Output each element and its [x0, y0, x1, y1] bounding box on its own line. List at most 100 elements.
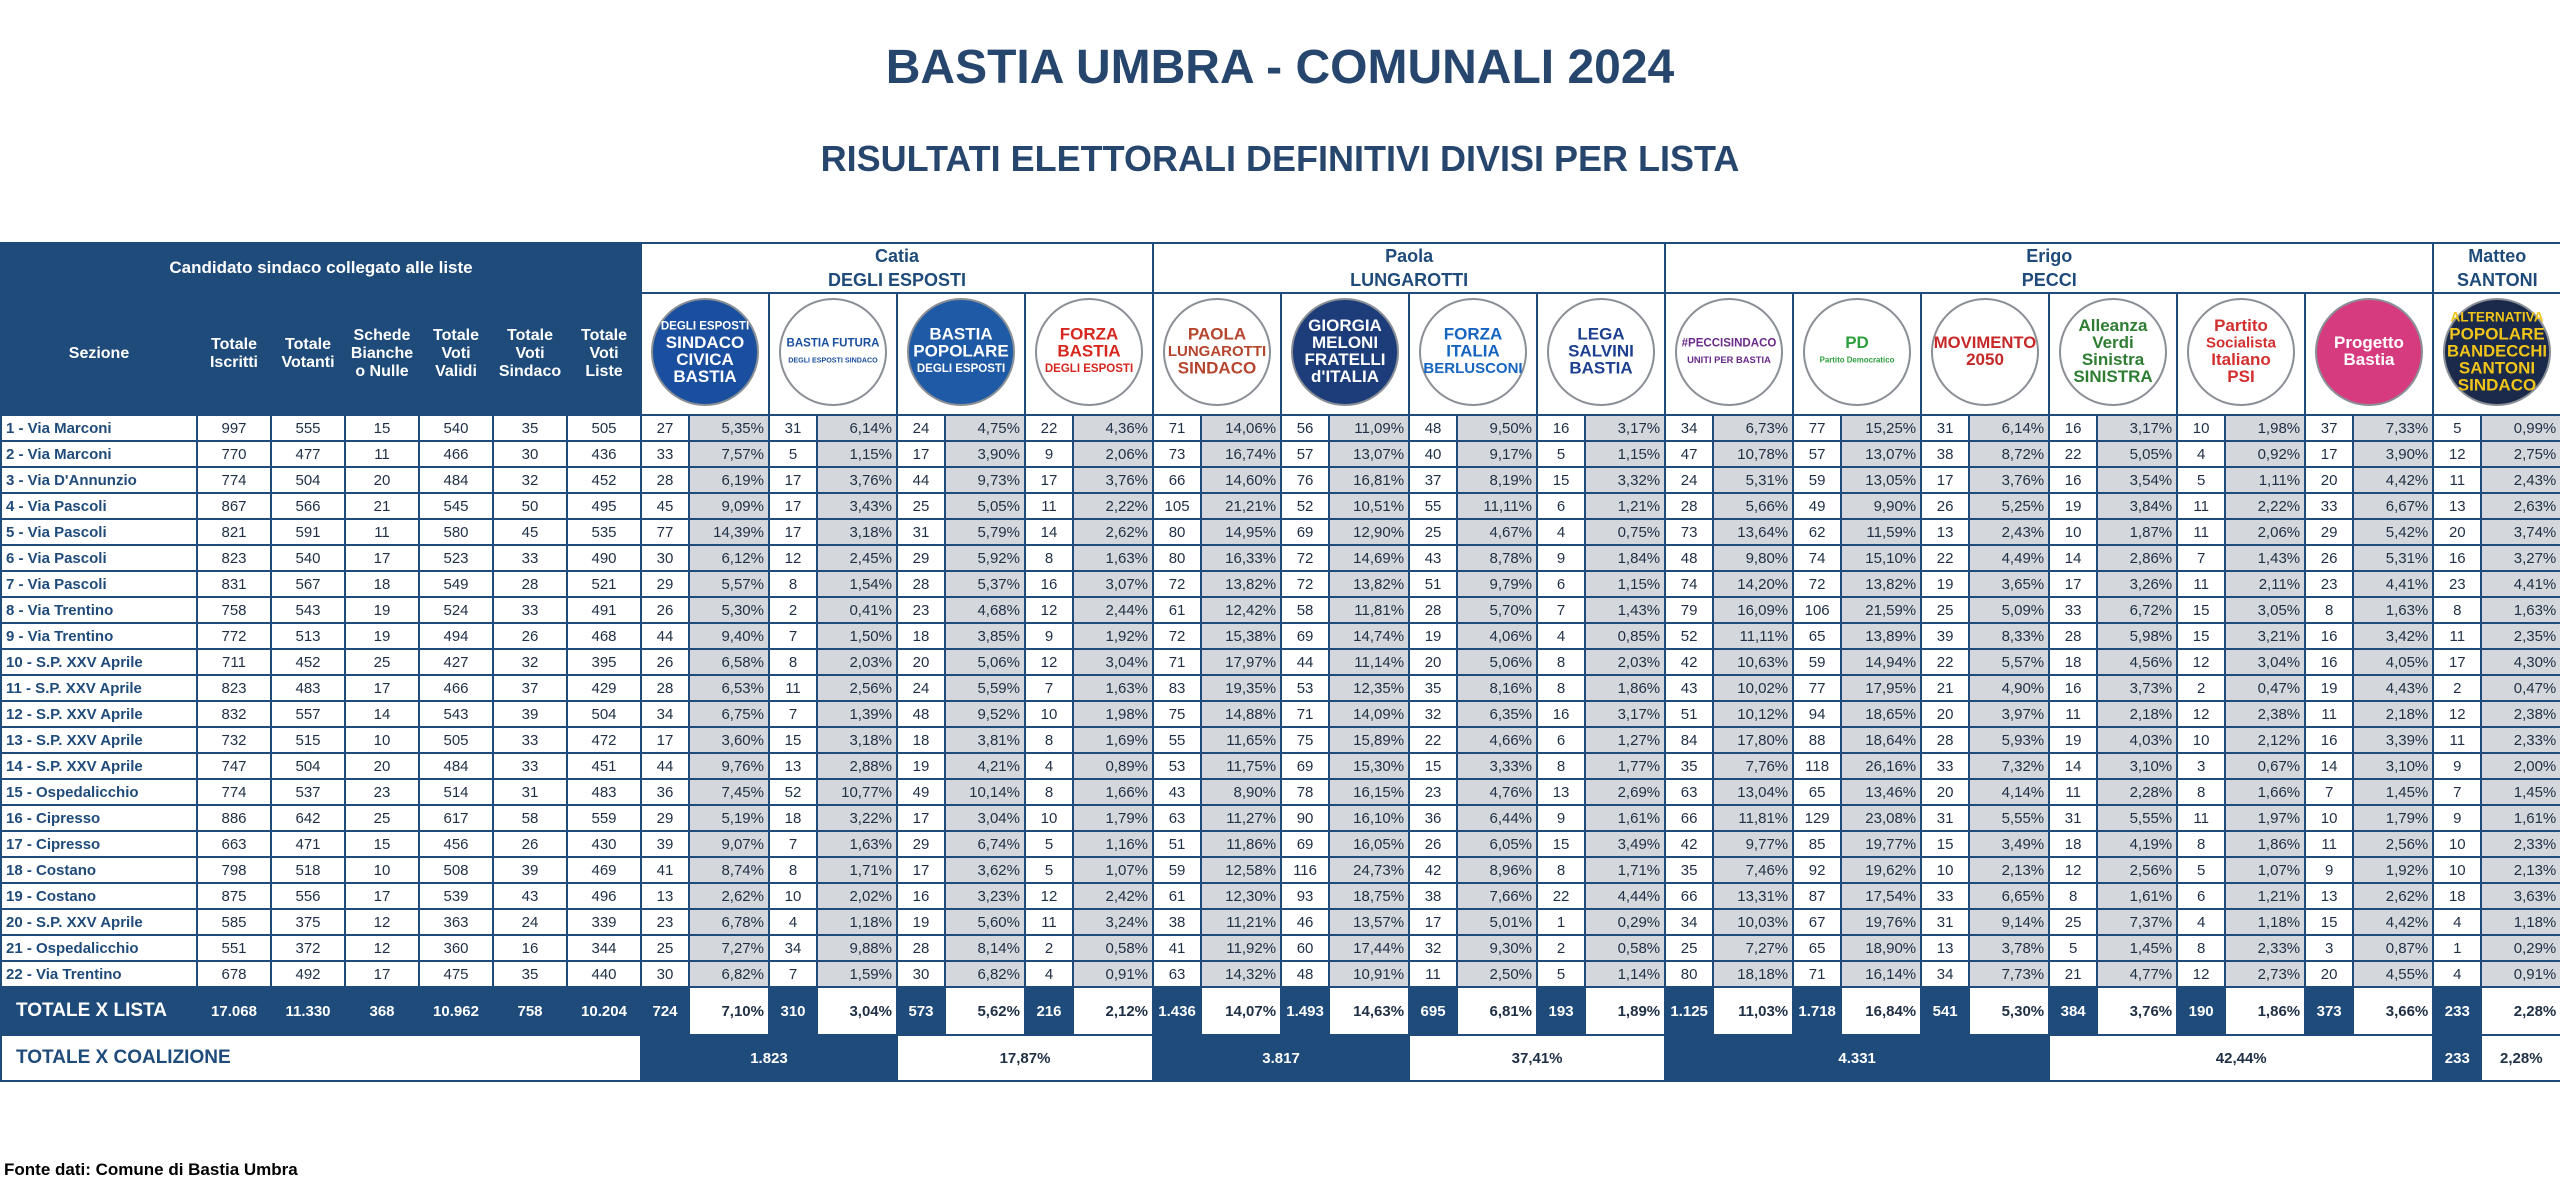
cell: 5	[1536, 440, 1587, 468]
list-logo-cell: DEGLI ESPOSTI SINDACO CIVICA BASTIA	[640, 292, 770, 416]
cell: 11	[2432, 726, 2483, 754]
cell: 2,50%	[1456, 960, 1539, 988]
cell: 1,07%	[1071, 856, 1155, 884]
cell: 505	[418, 726, 494, 754]
cell: 3,63%	[2480, 882, 2560, 910]
cell: 23	[640, 908, 690, 936]
cell: 5,59%	[944, 674, 1026, 702]
cell: 216	[1024, 986, 1074, 1036]
logo-text: Bastia	[2344, 350, 2396, 369]
cell: 518	[270, 856, 346, 884]
cell: 66	[1664, 804, 1715, 832]
cell: 33	[2304, 492, 2355, 520]
cell: 16,74%	[1200, 440, 1283, 468]
cell: 2,12%	[1071, 986, 1155, 1036]
cell: 17,80%	[1712, 726, 1795, 754]
logo-text: ALTERNATIVA	[2451, 310, 2544, 325]
cell: 12,42%	[1200, 596, 1283, 624]
cell: 2,43%	[1968, 518, 2051, 546]
row-label: 10 - S.P. XXV Aprile	[0, 648, 198, 676]
cell: 17	[896, 804, 946, 832]
cell: 4,06%	[1456, 622, 1539, 650]
cell: 5	[2048, 934, 2099, 962]
cell: 19,35%	[1200, 674, 1283, 702]
cell: 2,03%	[1584, 648, 1667, 676]
column-header: Totale Votanti	[270, 292, 346, 416]
cell: 1,50%	[816, 622, 898, 650]
cell: 9,79%	[1456, 570, 1539, 598]
cell: 20	[2304, 466, 2355, 494]
cell: 11,86%	[1200, 830, 1283, 858]
cell: 14,94%	[1840, 648, 1923, 676]
cell: 774	[196, 466, 272, 494]
cell: 3	[2304, 934, 2355, 962]
cell: 1,18%	[816, 908, 898, 936]
cell: 2,18%	[2096, 700, 2179, 728]
cell: 823	[196, 544, 272, 572]
row-label: 1 - Via Marconi	[0, 414, 198, 442]
cell: 541	[1920, 986, 1971, 1036]
cell: 539	[418, 882, 494, 910]
logo-text: FORZA	[1444, 324, 1503, 343]
cell: 44	[640, 752, 690, 780]
section-row: 5 - Via Pascoli 821 591 11 580 45 535 77 14,39% 1…	[0, 518, 2560, 546]
cell: 39	[492, 856, 568, 884]
cell: 13,57%	[1328, 908, 1411, 936]
cell: 29	[640, 804, 690, 832]
cell: 80	[1664, 960, 1715, 988]
logo-text: DEGLI ESPOSTI SINDACO	[788, 356, 878, 364]
cell: 3,27%	[2480, 544, 2560, 572]
cell: 429	[566, 674, 642, 702]
cell: 33	[492, 726, 568, 754]
cell: 15	[2304, 908, 2355, 936]
cell: 6,78%	[688, 908, 770, 936]
cell: 44	[640, 622, 690, 650]
cell: 8,72%	[1968, 440, 2051, 468]
cell: 43	[1408, 544, 1459, 572]
section-row: 19 - Costano 875 556 17 539 43 496 13 2,62% 10 2,0…	[0, 882, 2560, 910]
cell: 770	[196, 440, 272, 468]
cell: 28	[492, 570, 568, 598]
cell: 18,75%	[1328, 882, 1411, 910]
cell: 4,05%	[2352, 648, 2435, 676]
cell: 2,88%	[816, 752, 898, 780]
cell: 3,10%	[2096, 752, 2179, 780]
cell: 28	[640, 674, 690, 702]
cell: 14	[1024, 518, 1074, 546]
cell: 8,96%	[1456, 856, 1539, 884]
cell: 2,73%	[2224, 960, 2307, 988]
cell: 6,05%	[1456, 830, 1539, 858]
row-label: 16 - Cipresso	[0, 804, 198, 832]
cell: 25	[1664, 934, 1715, 962]
row-label: 3 - Via D'Annunzio	[0, 466, 198, 494]
cell: 1,15%	[1584, 570, 1667, 598]
cell: 17	[344, 674, 420, 702]
cell: 452	[270, 648, 346, 676]
cell: 74	[1792, 544, 1843, 572]
cell: 5,31%	[1712, 466, 1795, 494]
cell: 10,03%	[1712, 908, 1795, 936]
cell: 13	[768, 752, 818, 780]
cell: 24	[1664, 466, 1715, 494]
cell: 8	[2176, 830, 2227, 858]
logo-text: SANTONI	[2459, 358, 2535, 377]
cell: 1,39%	[816, 700, 898, 728]
cell: 344	[566, 934, 642, 962]
cell: 5	[1024, 856, 1074, 884]
cell: 9,50%	[1456, 414, 1539, 442]
row-label: 21 - Ospedalicchio	[0, 934, 198, 962]
cell: 106	[1792, 596, 1843, 624]
cell: 35	[1664, 856, 1715, 884]
row-label: 13 - S.P. XXV Aprile	[0, 726, 198, 754]
cell: 32	[492, 466, 568, 494]
cell: 8	[1536, 752, 1587, 780]
cell: 557	[270, 700, 346, 728]
logo-text: DEGLI ESPOSTI	[661, 321, 749, 333]
row-label: 15 - Ospedalicchio	[0, 778, 198, 806]
column-header: Schede Bianche o Nulle	[344, 292, 420, 416]
cell: 15	[1536, 830, 1587, 858]
cell: 523	[418, 544, 494, 572]
cell: 483	[270, 674, 346, 702]
